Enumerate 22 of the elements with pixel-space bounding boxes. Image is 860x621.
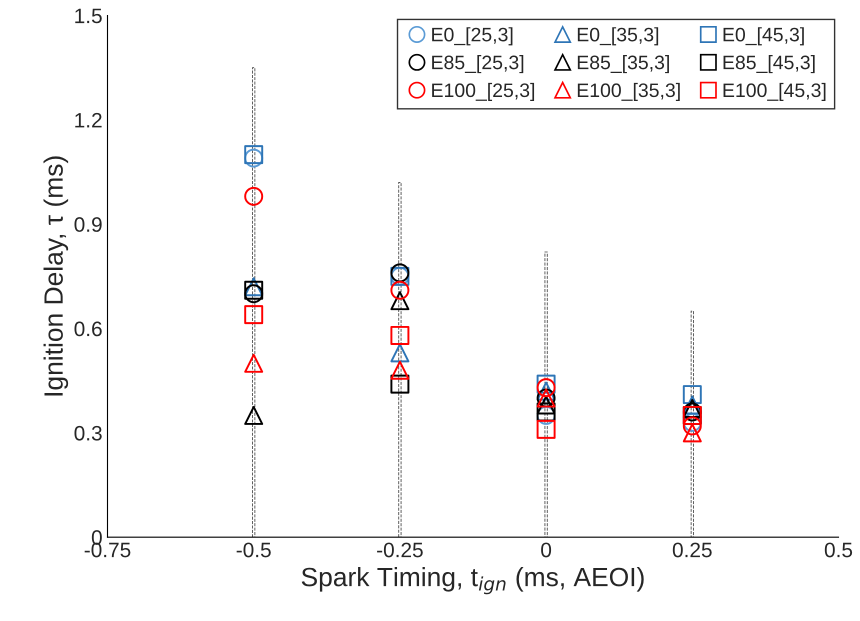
legend-label: E0_[45,3] [724,27,804,46]
legend-label: E100_[35,3] [578,82,680,102]
x-tick-label: -0.25 [377,542,423,558]
legend-label: E85_[35,3] [578,55,669,74]
y-tick-label: 1.5 [75,8,102,24]
x-tick-label: 0.25 [672,542,712,558]
y-tick-label: 1.2 [75,112,102,128]
x-tick-label: 0.5 [824,542,852,558]
x-axis-title: Spark Timing, t$_{ign}$ (ms, AEOI) [302,567,644,594]
x-tick-label: -0.5 [236,542,271,558]
legend-label: E85_[25,3] [432,55,524,74]
x-tick-label: -0.75 [84,542,130,558]
y-tick-label: 0.6 [74,322,102,336]
legend-label: E100_[45,3] [724,82,826,102]
legend-label: E0_[35,3] [578,27,658,46]
y-axis-title: Ignition Delay, τ (ms) [44,156,68,396]
legend-label: E100_[25,3] [432,82,534,102]
y-tick-label: 0.9 [74,217,102,232]
legend-label: E0_[25,3] [432,27,512,46]
legend-label: E85_[45,3] [724,55,815,74]
x-tick-label: 0 [541,542,552,558]
y-tick-label: 0.3 [74,426,102,441]
